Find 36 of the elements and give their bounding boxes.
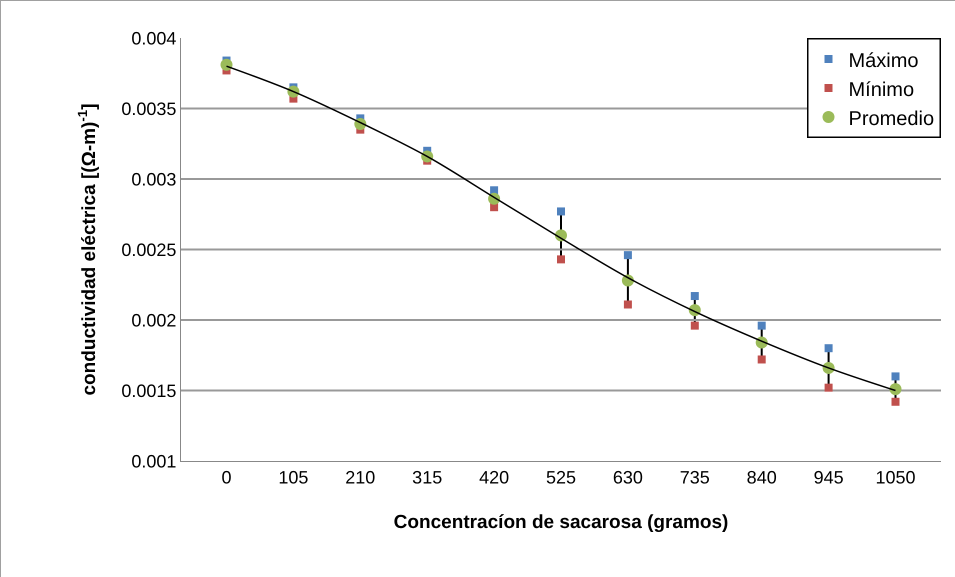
point xyxy=(690,322,699,330)
y-tick-label: 0.001 xyxy=(131,451,176,472)
legend-label: Promedio xyxy=(848,108,934,130)
x-tick-label: 210 xyxy=(345,468,376,488)
legend-label: Mínimo xyxy=(848,78,914,101)
x-tick-label: 525 xyxy=(546,468,576,488)
point xyxy=(624,300,632,308)
x-tick-label: 420 xyxy=(479,468,510,488)
x-tick-label: 315 xyxy=(412,468,442,488)
x-tick-label: 1050 xyxy=(875,468,916,488)
point xyxy=(557,207,565,216)
x-tick-label: 630 xyxy=(612,468,643,488)
x-tick-label: 735 xyxy=(680,468,710,488)
point xyxy=(892,398,900,406)
point xyxy=(690,292,699,300)
point xyxy=(557,255,565,264)
x-tick-label: 840 xyxy=(746,468,777,488)
legend-label: Máximo xyxy=(848,50,919,72)
point xyxy=(758,355,766,364)
point xyxy=(220,58,232,71)
y-tick-label: 0.002 xyxy=(131,310,176,330)
point xyxy=(890,383,902,396)
x-tick-label: 105 xyxy=(278,468,308,488)
point xyxy=(892,372,900,380)
point xyxy=(824,384,833,392)
y-tick-label: 0.0025 xyxy=(121,240,176,260)
point xyxy=(624,251,632,260)
y-tick-label: 0.0035 xyxy=(121,98,176,119)
point xyxy=(824,344,833,352)
y-tick-label: 0.0015 xyxy=(121,380,176,401)
y-tick-label: 0.004 xyxy=(131,28,176,48)
x-tick-label: 945 xyxy=(814,468,844,488)
y-tick-label: 0.003 xyxy=(131,169,176,190)
point xyxy=(758,322,766,330)
x-tick-label: 0 xyxy=(221,468,232,488)
x-axis-title: Concentracíon de sacarosa (gramos) xyxy=(394,512,728,533)
